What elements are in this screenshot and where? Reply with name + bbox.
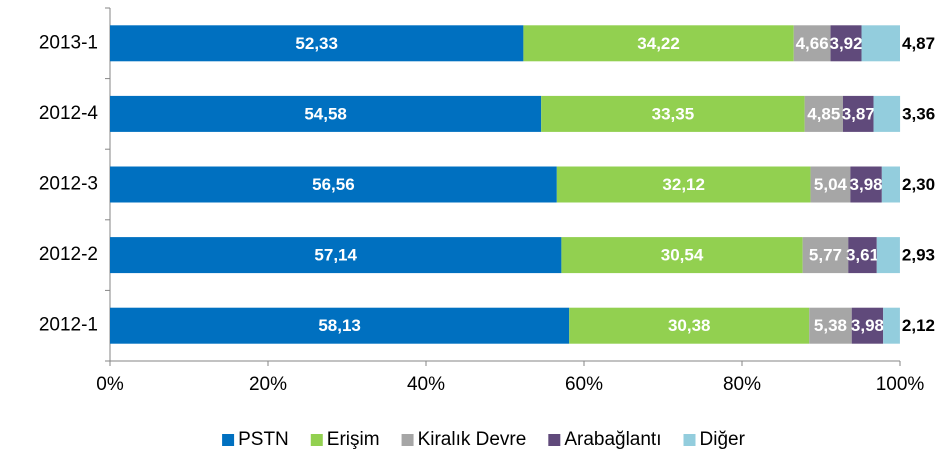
x-tick-label: 80% — [723, 374, 761, 395]
x-tick-label: 100% — [876, 374, 925, 395]
legend-swatch — [310, 434, 323, 446]
value-label: 3,98 — [850, 175, 883, 194]
bar-segment — [809, 307, 852, 344]
bar-segment — [802, 237, 849, 274]
value-label: 3,98 — [851, 316, 884, 335]
y-tick-label: 2012-2 — [39, 244, 98, 265]
value-label: 32,12 — [662, 175, 705, 194]
bar-segment — [569, 307, 810, 344]
value-label: 30,54 — [661, 246, 704, 265]
y-tick-label: 2013-1 — [39, 32, 98, 53]
value-label: 52,33 — [295, 34, 338, 53]
legend-label: Kiralık Devre — [418, 429, 527, 450]
legend-swatch — [548, 434, 561, 446]
x-tick-label: 40% — [407, 374, 445, 395]
legend-swatch — [683, 434, 696, 446]
bar-segment — [883, 307, 900, 344]
y-tick-label: 2012-3 — [39, 174, 98, 195]
legend-label: Diğer — [700, 429, 746, 450]
y-tick-label: 2012-4 — [39, 103, 99, 124]
bar-segment — [842, 95, 874, 132]
bar-segment — [861, 25, 900, 62]
bar-segment — [881, 166, 900, 203]
legend-label: Arabağlantı — [564, 429, 661, 450]
legend-label: Erişim — [327, 429, 380, 450]
bar-segment — [523, 25, 794, 62]
bar-segment — [541, 95, 805, 132]
legend-swatch — [222, 434, 235, 446]
value-label: 57,14 — [314, 246, 357, 265]
value-label: 5,77 — [809, 246, 842, 265]
value-label: 4,87 — [902, 34, 935, 53]
x-tick-label: 0% — [96, 374, 124, 395]
legend-label: PSTN — [238, 429, 289, 450]
value-label: 5,38 — [814, 316, 847, 335]
value-label: 34,22 — [637, 34, 680, 53]
bar-segment — [793, 25, 831, 62]
bar-segment — [850, 166, 882, 203]
value-label: 3,36 — [902, 104, 935, 123]
bar-segment — [873, 95, 901, 132]
bar-segment — [804, 95, 843, 132]
bar-segment — [110, 95, 542, 132]
bar-segment — [110, 25, 524, 62]
bar-segment — [848, 237, 877, 274]
bar-segment — [851, 307, 884, 344]
bar-segment — [110, 307, 570, 344]
bar-segment — [561, 237, 803, 274]
value-label: 54,58 — [304, 104, 347, 123]
value-label: 33,35 — [652, 104, 695, 123]
bar-segment — [110, 166, 557, 203]
value-label: 4,85 — [807, 104, 840, 123]
x-tick-label: 20% — [249, 374, 287, 395]
value-label: 30,38 — [668, 316, 711, 335]
bar-segment — [556, 166, 811, 203]
x-tick-label: 60% — [565, 374, 603, 395]
value-label: 3,92 — [829, 34, 862, 53]
value-label: 3,61 — [846, 246, 879, 265]
value-label: 56,56 — [312, 175, 355, 194]
bar-segment — [830, 25, 862, 62]
bar-segment — [876, 237, 900, 274]
value-label: 2,30 — [902, 175, 935, 194]
value-label: 3,87 — [842, 104, 875, 123]
bar-segment — [110, 237, 562, 274]
bar-segment — [810, 166, 851, 203]
value-label: 5,04 — [814, 175, 848, 194]
value-label: 58,13 — [318, 316, 361, 335]
y-tick-label: 2012-1 — [39, 315, 98, 336]
value-label: 2,12 — [902, 316, 935, 335]
value-label: 2,93 — [902, 246, 935, 265]
value-label: 4,66 — [796, 34, 829, 53]
legend-swatch — [401, 434, 414, 446]
